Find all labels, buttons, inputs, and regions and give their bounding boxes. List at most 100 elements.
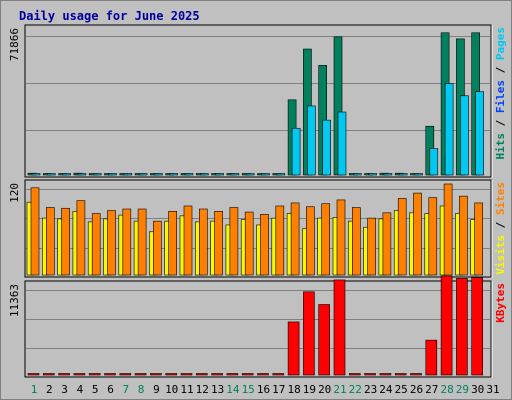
bar-pages <box>276 173 286 176</box>
bar-sites <box>474 202 484 276</box>
legend-top: Hits / Files / Pages <box>494 27 507 160</box>
bar-kbytes <box>379 373 392 376</box>
bar-kbytes <box>180 373 193 376</box>
bar-sites <box>137 208 147 276</box>
x-tick-label: 29 <box>456 383 469 396</box>
bar-sites <box>168 211 177 276</box>
legend-item-files: Files <box>494 80 507 113</box>
bar-sites <box>321 203 331 276</box>
bar-sites <box>290 202 300 276</box>
x-tick-label: 31 <box>486 383 499 396</box>
x-tick-label: 5 <box>92 383 99 396</box>
x-tick-label: 27 <box>425 383 438 396</box>
bar-pages <box>429 148 439 176</box>
bar-pages <box>184 173 194 176</box>
bar-sites <box>428 197 438 276</box>
x-tick-label: 1 <box>31 383 38 396</box>
bar-sites <box>45 207 55 276</box>
bar-pages <box>383 173 393 176</box>
bar-pages <box>368 173 377 176</box>
x-tick-label: 19 <box>303 383 316 396</box>
bar-sites <box>260 214 269 276</box>
legend-item-hits: Hits <box>494 133 507 160</box>
legends: Hits / Files / Pages Visits / Sites KBytes <box>494 27 507 323</box>
bar-kbytes <box>287 321 300 376</box>
panel-bot: 11363 <box>8 275 493 378</box>
x-tick-label: 9 <box>153 383 160 396</box>
bar-kbytes <box>134 373 147 376</box>
bar-kbytes <box>348 373 361 376</box>
bar-sites <box>351 207 361 276</box>
x-tick-label: 20 <box>318 383 331 396</box>
panel-mid: 120 <box>8 179 493 278</box>
bar-sites <box>183 205 193 276</box>
bar-pages <box>352 173 362 176</box>
bar-kbytes <box>471 277 484 376</box>
bar-sites <box>214 211 223 276</box>
panel-bot-plot-area <box>24 280 492 378</box>
legend-item-sites: Sites <box>494 182 507 215</box>
bar-sites <box>153 220 162 276</box>
x-tick-label: 30 <box>471 383 484 396</box>
x-tick-label: 23 <box>364 383 377 396</box>
bar-kbytes <box>440 275 453 376</box>
x-tick-label: 10 <box>165 383 178 396</box>
bar-kbytes <box>257 373 269 376</box>
bar-kbytes <box>456 278 468 376</box>
bar-sites <box>199 208 208 276</box>
bar-sites <box>91 213 101 276</box>
bar-pages <box>62 173 71 176</box>
bar-kbytes <box>104 373 116 376</box>
bar-sites <box>275 205 285 276</box>
bar-sites <box>306 206 315 276</box>
bar-pages <box>92 173 102 176</box>
bar-pages <box>77 173 87 176</box>
legend-separator: / <box>494 113 507 133</box>
bar-sites <box>413 192 422 276</box>
bar-sites <box>122 208 132 276</box>
bar-kbytes <box>272 373 285 376</box>
x-tick-label: 13 <box>211 383 224 396</box>
bar-pages <box>444 83 454 176</box>
x-tick-label: 26 <box>410 383 423 396</box>
bar-kbytes <box>425 339 438 376</box>
x-tick-label: 25 <box>395 383 408 396</box>
x-tick-label: 6 <box>107 383 114 396</box>
bar-sites <box>30 187 40 276</box>
chart-title: Daily usage for June 2025 <box>19 9 200 23</box>
bar-kbytes <box>42 373 55 376</box>
bar-kbytes <box>241 373 254 376</box>
x-tick-label: 7 <box>122 383 129 396</box>
bar-sites <box>61 207 70 276</box>
legend-bot: KBytes <box>494 283 507 323</box>
bar-kbytes <box>211 373 223 376</box>
legend-item-visits: Visits <box>494 235 507 275</box>
legend-item-pages: Pages <box>494 27 507 60</box>
bar-sites <box>107 210 116 276</box>
bar-pages <box>169 173 178 176</box>
bar-pages <box>46 173 56 176</box>
x-tick-label: 24 <box>379 383 393 396</box>
bar-pages <box>108 173 117 176</box>
bar-kbytes <box>119 373 132 376</box>
bar-kbytes <box>196 373 208 376</box>
panel-top-plot-area <box>24 24 492 178</box>
bar-sites <box>336 199 346 276</box>
bar-pages <box>291 127 301 176</box>
bar-kbytes <box>58 373 70 376</box>
bar-kbytes <box>88 373 101 376</box>
x-tick-label: 2 <box>46 383 53 396</box>
bar-pages <box>475 91 485 176</box>
bar-sites <box>76 200 86 276</box>
bar-pages <box>215 173 224 176</box>
x-tick-label: 14 <box>226 383 240 396</box>
legend-item-kbytes: KBytes <box>494 283 507 323</box>
bar-sites <box>229 207 239 276</box>
bar-pages <box>138 173 148 176</box>
bar-sites <box>397 198 407 276</box>
bar-pages <box>230 173 240 176</box>
bar-pages <box>123 173 133 176</box>
bar-kbytes <box>318 304 331 376</box>
bar-kbytes <box>226 373 239 376</box>
